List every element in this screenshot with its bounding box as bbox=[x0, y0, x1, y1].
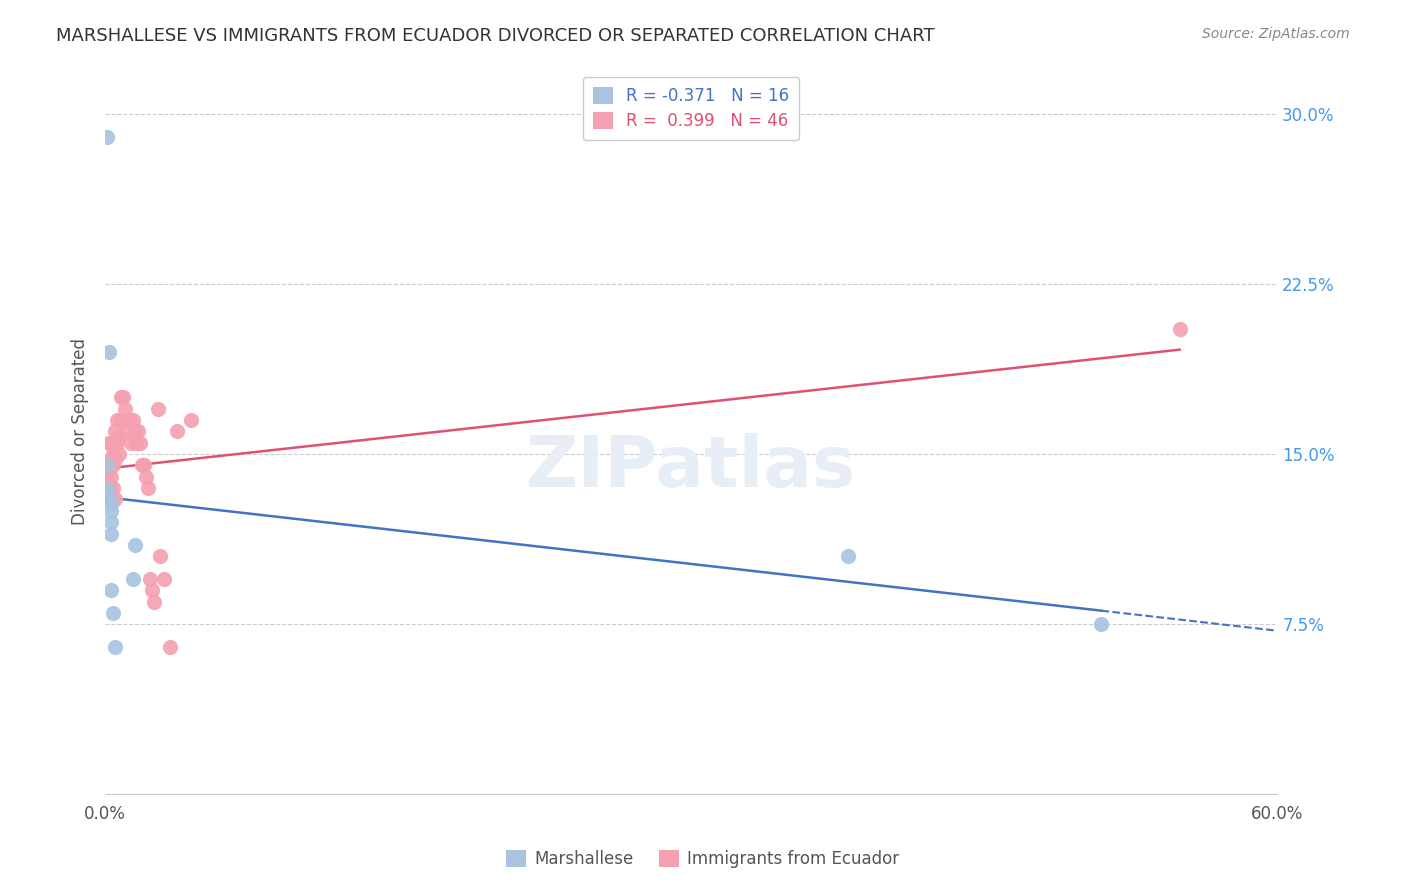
Point bbox=[104, 492, 127, 507]
Point bbox=[100, 515, 122, 529]
Point bbox=[101, 435, 124, 450]
Point bbox=[101, 458, 124, 473]
Point bbox=[146, 401, 169, 416]
Point bbox=[837, 549, 859, 564]
Point bbox=[134, 458, 156, 473]
Point bbox=[110, 413, 132, 427]
Point bbox=[98, 458, 121, 473]
Point bbox=[100, 435, 122, 450]
Point bbox=[96, 481, 118, 495]
Point bbox=[105, 413, 128, 427]
Text: MARSHALLESE VS IMMIGRANTS FROM ECUADOR DIVORCED OR SEPARATED CORRELATION CHART: MARSHALLESE VS IMMIGRANTS FROM ECUADOR D… bbox=[56, 27, 935, 45]
Point bbox=[135, 470, 157, 484]
Point bbox=[153, 572, 176, 586]
Point bbox=[104, 435, 127, 450]
Point bbox=[1090, 617, 1112, 632]
Legend: Marshallese, Immigrants from Ecuador: Marshallese, Immigrants from Ecuador bbox=[499, 843, 907, 875]
Text: Source: ZipAtlas.com: Source: ZipAtlas.com bbox=[1202, 27, 1350, 41]
Point bbox=[143, 594, 166, 608]
Point bbox=[100, 451, 122, 466]
Point bbox=[105, 435, 128, 450]
Point bbox=[101, 447, 124, 461]
Point bbox=[118, 413, 141, 427]
Y-axis label: Divorced or Separated: Divorced or Separated bbox=[72, 338, 89, 525]
Point bbox=[104, 451, 127, 466]
Point bbox=[124, 425, 146, 439]
Point bbox=[100, 492, 122, 507]
Point bbox=[98, 492, 121, 507]
Point bbox=[124, 538, 146, 552]
Point bbox=[139, 572, 162, 586]
Legend: R = -0.371   N = 16, R =  0.399   N = 46: R = -0.371 N = 16, R = 0.399 N = 46 bbox=[583, 77, 800, 140]
Point bbox=[96, 470, 118, 484]
Point bbox=[166, 425, 188, 439]
Point bbox=[121, 413, 143, 427]
Point bbox=[141, 583, 163, 598]
Point bbox=[100, 497, 122, 511]
Point bbox=[104, 425, 127, 439]
Point bbox=[101, 481, 124, 495]
Point bbox=[100, 504, 122, 518]
Point bbox=[121, 572, 143, 586]
Point bbox=[104, 640, 127, 654]
Point bbox=[111, 391, 134, 405]
Point bbox=[1168, 322, 1191, 336]
Point bbox=[125, 435, 148, 450]
Point bbox=[100, 470, 122, 484]
Point bbox=[115, 425, 138, 439]
Point bbox=[136, 481, 159, 495]
Point bbox=[108, 429, 131, 443]
Point bbox=[149, 549, 172, 564]
Point bbox=[110, 391, 132, 405]
Point bbox=[108, 447, 131, 461]
Point bbox=[129, 435, 152, 450]
Point bbox=[180, 413, 202, 427]
Point bbox=[159, 640, 181, 654]
Point bbox=[96, 458, 118, 473]
Point bbox=[98, 435, 121, 450]
Point bbox=[120, 435, 142, 450]
Point bbox=[100, 583, 122, 598]
Point bbox=[101, 606, 124, 620]
Text: ZIPatlas: ZIPatlas bbox=[526, 434, 856, 502]
Point bbox=[96, 129, 118, 144]
Point bbox=[114, 401, 136, 416]
Point bbox=[131, 458, 153, 473]
Point bbox=[100, 526, 122, 541]
Point bbox=[98, 481, 121, 495]
Point bbox=[127, 425, 149, 439]
Point bbox=[98, 345, 121, 359]
